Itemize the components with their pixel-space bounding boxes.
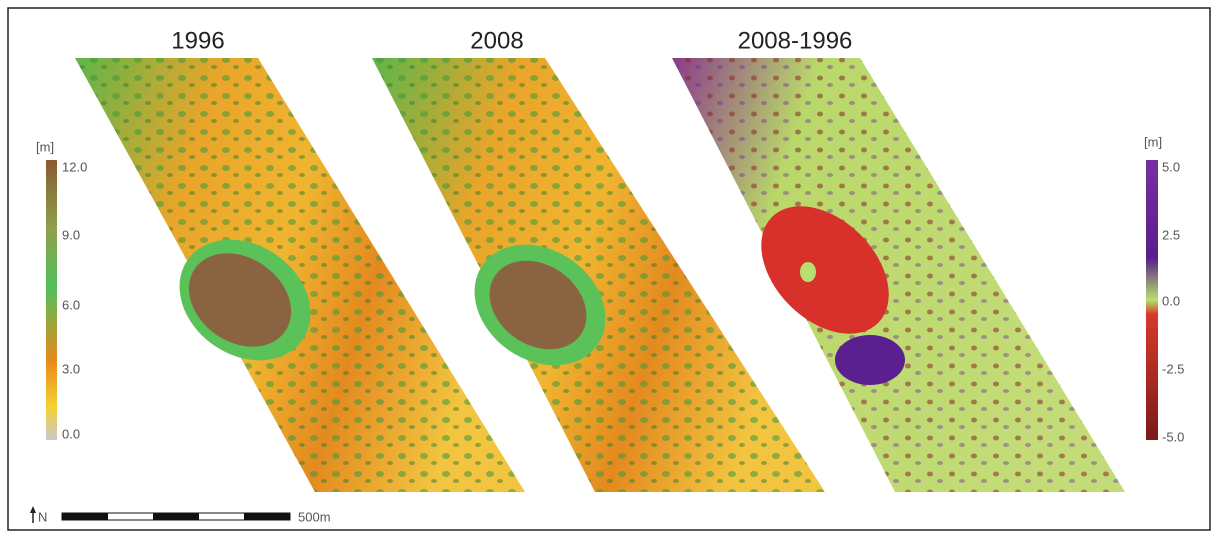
legend-label: 0.0 [1162, 293, 1180, 308]
panel-title: 2008-1996 [738, 27, 853, 54]
legend-label: 0.0 [62, 426, 80, 441]
legend-label: 9.0 [62, 227, 80, 242]
legend-label: 6.0 [62, 297, 80, 312]
legend-label: 5.0 [1162, 159, 1180, 174]
legend-label: -5.0 [1162, 429, 1184, 444]
legend-unit: [m] [36, 139, 54, 154]
legend-label: 2.5 [1162, 227, 1180, 242]
north-label: N [38, 509, 47, 524]
legend-unit: [m] [1144, 134, 1162, 149]
legend-label: -2.5 [1162, 361, 1184, 376]
legend-right: [m] 5.0 2.5 0.0 -2.5 -5.0 [1144, 134, 1184, 444]
panel-title: 2008 [470, 27, 523, 54]
colorbar [46, 160, 57, 440]
colorbar [1146, 160, 1158, 440]
scale-bar: N 500m [30, 506, 331, 524]
legend-label: 3.0 [62, 361, 80, 376]
panel-title: 1996 [171, 27, 224, 54]
legend-left: [m] 12.0 9.0 6.0 3.0 0.0 [36, 139, 87, 441]
figure: 1996 2008 2008-1996 [m] 12.0 9.0 6.0 3.0… [0, 0, 1218, 539]
legend-label: 12.0 [62, 159, 87, 174]
scale-label: 500m [298, 509, 331, 524]
